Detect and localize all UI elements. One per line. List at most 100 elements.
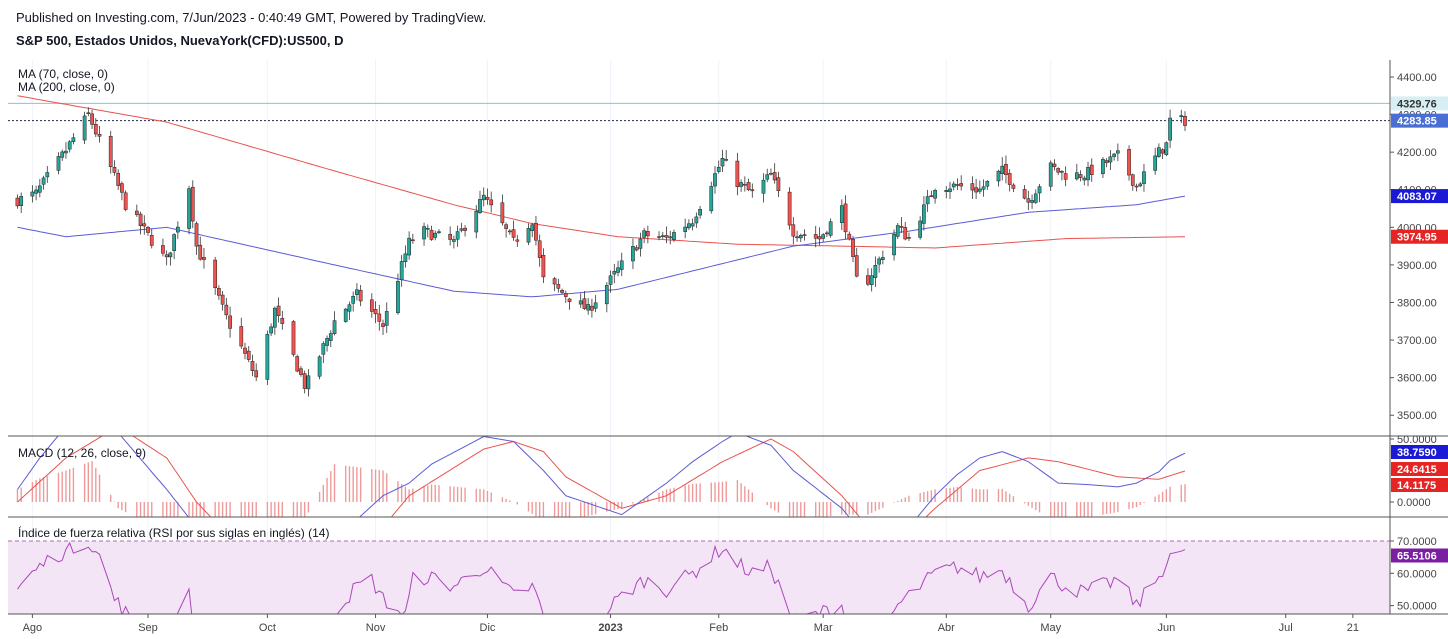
candle-body bbox=[217, 288, 221, 296]
candle-body bbox=[485, 196, 490, 200]
candle-body bbox=[974, 187, 978, 193]
candle-body bbox=[795, 236, 799, 239]
candle-body bbox=[306, 375, 311, 390]
candle-body bbox=[246, 350, 251, 360]
candle-body bbox=[190, 186, 195, 222]
candle-body bbox=[739, 182, 743, 187]
candle-body bbox=[403, 253, 408, 263]
published-caption: Published on Investing.com, 7/Jun/2023 -… bbox=[16, 10, 487, 25]
candle-body bbox=[1116, 150, 1120, 154]
high-value-label-bg bbox=[1391, 96, 1448, 111]
signal-value-label-bg bbox=[1391, 462, 1448, 476]
candle-body bbox=[399, 261, 404, 281]
candle-body bbox=[108, 135, 113, 168]
candle-body bbox=[1022, 189, 1027, 199]
candle-body bbox=[1157, 147, 1161, 157]
candle-body bbox=[817, 236, 822, 240]
candle-body bbox=[1056, 168, 1061, 173]
candle-body bbox=[977, 188, 982, 192]
time-tick-label: 2023 bbox=[598, 622, 622, 634]
candle-body bbox=[869, 275, 874, 286]
candle-body bbox=[1026, 198, 1031, 203]
candle-body bbox=[1164, 142, 1169, 155]
candle-body bbox=[660, 235, 665, 237]
candle-body bbox=[302, 373, 307, 389]
candle-body bbox=[295, 356, 300, 372]
candle-body bbox=[985, 181, 990, 187]
candle-body bbox=[213, 259, 218, 288]
candle-body bbox=[239, 326, 244, 347]
time-tick-label: Jul bbox=[1279, 622, 1293, 634]
candle-body bbox=[112, 167, 117, 173]
instrument-title: S&P 500, Estados Unidos, NuevaYork(CFD):… bbox=[16, 33, 344, 48]
ma200-value-label-bg bbox=[1391, 229, 1448, 244]
candle-body bbox=[1037, 186, 1042, 194]
candle-body bbox=[959, 183, 964, 187]
candle-body bbox=[657, 236, 661, 238]
candle-body bbox=[343, 308, 348, 322]
high-value-label: 4329.76 bbox=[1391, 96, 1448, 111]
candle-body bbox=[161, 245, 165, 254]
candle-body bbox=[37, 185, 42, 193]
candle-body bbox=[746, 182, 751, 191]
candle-body bbox=[455, 231, 460, 240]
candle-body bbox=[586, 304, 591, 311]
candle-body bbox=[82, 115, 87, 141]
candle-body bbox=[709, 186, 714, 212]
candle-body bbox=[787, 191, 792, 226]
candle-body bbox=[142, 223, 147, 227]
candle-body bbox=[563, 293, 568, 297]
candle-body bbox=[742, 183, 747, 186]
signal-value-label: 24.6415 bbox=[1391, 462, 1448, 476]
candle-body bbox=[176, 226, 180, 233]
candle-body bbox=[1134, 185, 1139, 188]
candle-body bbox=[1007, 173, 1012, 185]
candle-body bbox=[619, 260, 624, 270]
candle-body bbox=[925, 196, 930, 205]
candle-body bbox=[698, 209, 702, 216]
candle-body bbox=[56, 156, 61, 171]
candle-body bbox=[511, 229, 516, 238]
time-tick-label: Oct bbox=[259, 622, 276, 634]
candle-body bbox=[97, 133, 102, 137]
price-tick-label: 3900.00 bbox=[1397, 260, 1437, 272]
candle-body bbox=[1104, 160, 1109, 164]
ma70-legend: MA (70, close, 0) bbox=[18, 67, 108, 81]
rsi-tick-label: 60.0000 bbox=[1397, 568, 1437, 580]
candle-body bbox=[373, 309, 378, 315]
candle-body bbox=[1183, 116, 1187, 126]
candle-body bbox=[642, 230, 646, 238]
candle-body bbox=[243, 347, 247, 354]
macd-tick-label: 50.0000 bbox=[1397, 434, 1437, 446]
candle-body bbox=[317, 356, 322, 377]
candle-body bbox=[276, 305, 281, 317]
candle-body bbox=[332, 320, 337, 334]
candle-body bbox=[369, 299, 374, 312]
candle-body bbox=[534, 222, 538, 241]
candle-body bbox=[515, 239, 520, 242]
candle-body bbox=[265, 333, 270, 380]
candle-body bbox=[687, 223, 691, 229]
price-tick-label: 4200.00 bbox=[1397, 147, 1437, 159]
candle-body bbox=[194, 223, 199, 247]
candle-body bbox=[425, 227, 430, 230]
candle-body bbox=[1179, 115, 1184, 118]
candle-body bbox=[1052, 163, 1057, 168]
candle-body bbox=[120, 183, 124, 193]
candle-body bbox=[1086, 167, 1090, 181]
candle-body bbox=[504, 224, 508, 229]
candle-body bbox=[146, 226, 150, 233]
candle-body bbox=[1078, 174, 1083, 178]
rsi-tick-label: 50.0000 bbox=[1397, 601, 1437, 613]
price-tick-label: 3800.00 bbox=[1397, 297, 1437, 309]
high-value-label-text: 4329.76 bbox=[1397, 98, 1437, 110]
candle-body bbox=[1112, 153, 1116, 157]
candle-body bbox=[552, 278, 557, 285]
candle-body bbox=[299, 368, 303, 375]
candle-body bbox=[422, 226, 426, 240]
candle-body bbox=[918, 220, 923, 238]
candle-body bbox=[866, 275, 870, 285]
candle-body bbox=[1048, 162, 1053, 187]
candle-body bbox=[1138, 183, 1143, 187]
